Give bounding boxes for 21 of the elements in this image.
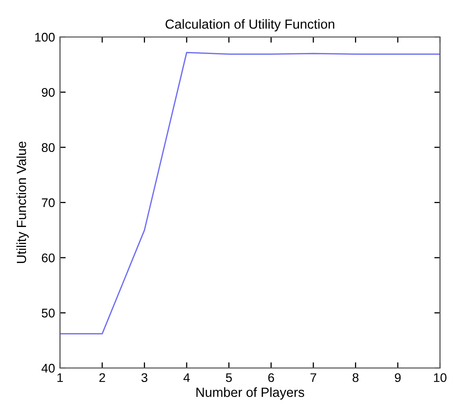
line-series: [60, 52, 440, 334]
y-tick-label: 90: [42, 88, 55, 97]
x-tick-label: 10: [434, 373, 446, 382]
x-tick-label: 6: [268, 373, 274, 382]
x-tick-label: 2: [99, 373, 106, 382]
y-tick-label: 40: [42, 364, 55, 373]
x-axis-title: Number of Players: [196, 387, 304, 400]
x-tick-label: 3: [141, 373, 148, 382]
y-tick-label: 50: [42, 308, 55, 318]
y-tick-label: 80: [42, 143, 55, 152]
chart-title: Calculation of Utility Function: [166, 19, 334, 32]
x-tick-label: 9: [394, 373, 401, 382]
x-tick-label: 8: [352, 373, 358, 382]
y-tick-label: 60: [42, 253, 55, 262]
y-tick-label: 70: [42, 198, 55, 208]
x-tick-label: 7: [310, 373, 316, 382]
x-tick-label: 1: [57, 373, 63, 382]
y-tick-label: 100: [35, 32, 55, 42]
y-axis-title: Utility Function Value: [16, 142, 29, 263]
x-tick-label: 4: [183, 373, 190, 382]
x-tick-label: 5: [226, 373, 232, 382]
